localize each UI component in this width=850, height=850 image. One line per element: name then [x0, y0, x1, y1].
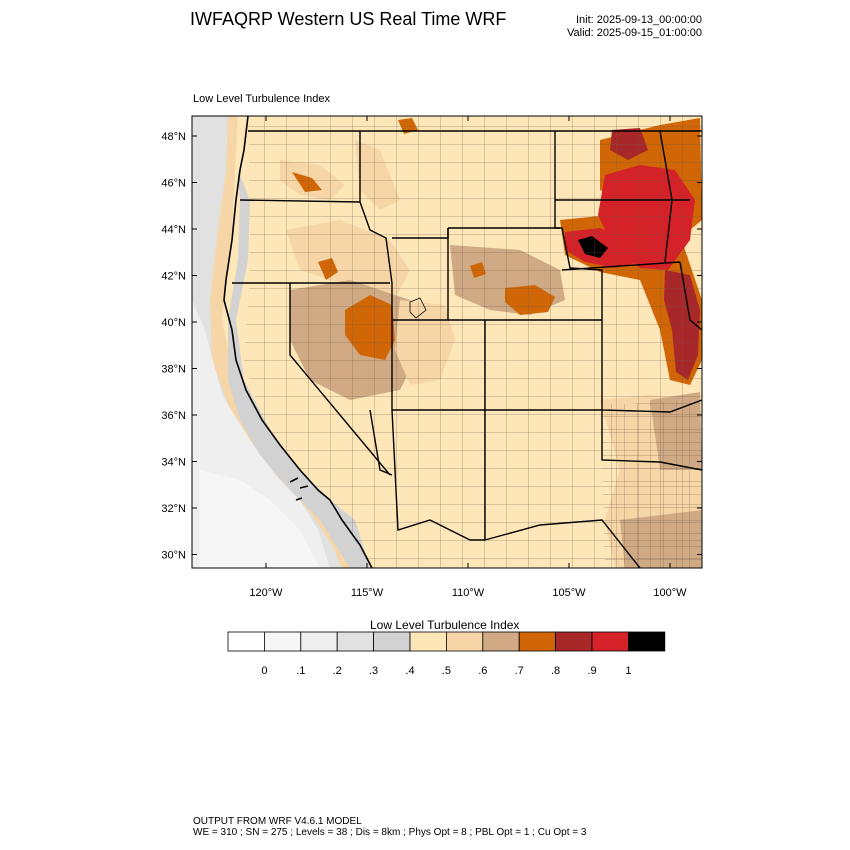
lat-label: 42°N	[161, 271, 186, 283]
colorbar-tick: 1	[625, 665, 631, 677]
colorbar-tick: .4	[405, 665, 414, 677]
colorbar-swatch	[227, 631, 265, 652]
colorbar	[227, 631, 666, 652]
map-subtitle: Low Level Turbulence Index	[193, 93, 330, 105]
map-frame	[191, 115, 703, 569]
axis-ticks	[192, 116, 702, 568]
lat-label: 44°N	[161, 224, 186, 236]
colorbar-tick: .6	[478, 665, 487, 677]
colorbar-tick: .5	[442, 665, 451, 677]
lon-label: 100°W	[653, 587, 687, 599]
longitude-labels: 120°W 115°W 110°W 105°W 100°W	[249, 587, 687, 599]
lat-label: 38°N	[161, 364, 186, 376]
colorbar-swatch	[482, 631, 520, 652]
lon-label: 120°W	[249, 587, 283, 599]
colorbar-swatch	[445, 631, 484, 652]
lat-label: 46°N	[161, 178, 186, 190]
state-boundaries	[232, 130, 702, 568]
coastline	[223, 116, 373, 568]
lat-label: 34°N	[161, 457, 186, 469]
colorbar-swatch	[409, 631, 447, 652]
colorbar-swatch	[518, 631, 557, 652]
model-footer: OUTPUT FROM WRF V4.6.1 MODEL WE = 310 ; …	[193, 816, 586, 838]
colorbar-tick: .2	[333, 665, 342, 677]
lon-label: 105°W	[552, 587, 586, 599]
init-time: Init: 2025-09-13_00:00:00	[576, 14, 702, 26]
plot-title: IWFAQRP Western US Real Time WRF	[190, 9, 507, 29]
colorbar-tick: .8	[551, 665, 560, 677]
model-config: WE = 310 ; SN = 275 ; Levels = 38 ; Dis …	[193, 827, 587, 838]
lat-label: 36°N	[161, 410, 186, 422]
latitude-labels: 48°N 46°N 44°N 42°N 40°N 38°N 36°N 34°N 32°N 30°N	[161, 131, 186, 562]
great-salt-lake	[409, 297, 427, 319]
time-info: Init: 2025-09-13_00:00:00 Valid: 2025-09…	[567, 14, 702, 40]
lon-label: 115°W	[351, 587, 384, 599]
colorbar-tick: .7	[515, 665, 524, 677]
channel-islands	[289, 477, 309, 501]
colorbar-swatch	[263, 631, 302, 652]
model-version: OUTPUT FROM WRF V4.6.1 MODEL	[193, 816, 362, 827]
colorbar-swatch	[336, 631, 375, 652]
valid-time: Valid: 2025-09-15_01:00:00	[567, 27, 702, 39]
colorbar-swatch	[555, 631, 593, 652]
colorbar-tick: .9	[587, 665, 596, 677]
county-boundaries	[244, 116, 702, 568]
colorbar-tick-labels: 0 .1 .2 .3 .4 .5 .6 .7 .8 .9 1	[261, 665, 631, 677]
colorbar-swatch	[591, 631, 629, 652]
colorbar-swatch	[628, 631, 666, 652]
colorbar-tick: 0	[261, 665, 267, 677]
lat-label: 32°N	[161, 503, 186, 515]
lat-label: 30°N	[161, 550, 186, 562]
colorbar-tick: .1	[296, 665, 305, 677]
lat-label: 40°N	[161, 317, 186, 329]
lat-label: 48°N	[161, 131, 186, 143]
colorbar-swatch	[373, 631, 411, 652]
colorbar-tick: .3	[369, 665, 378, 677]
colorbar-title: Low Level Turbulence Index	[370, 618, 520, 632]
colorbar-swatch	[300, 631, 338, 652]
map-area	[192, 116, 702, 568]
lon-label: 110°W	[452, 587, 485, 599]
